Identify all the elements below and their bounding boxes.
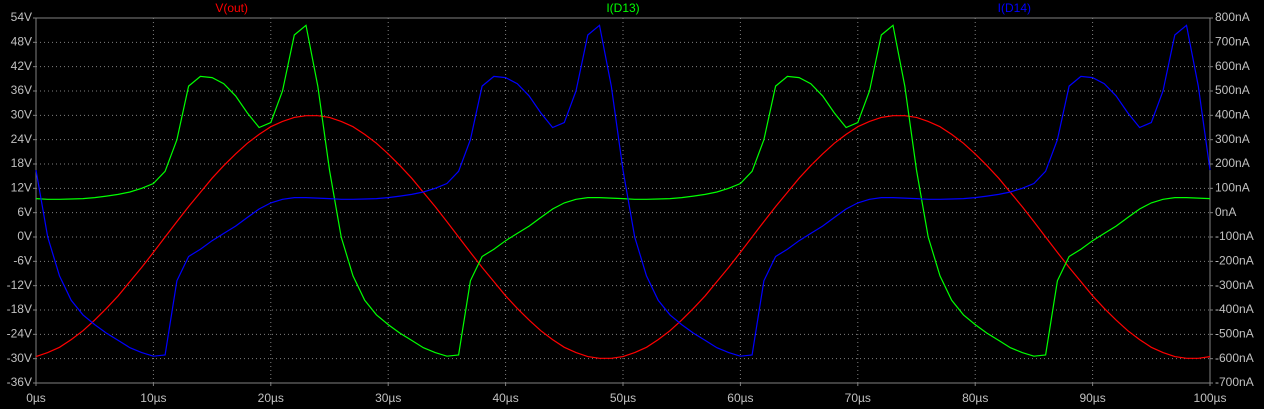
y2-tick-label: 100nA [1215, 181, 1250, 195]
x-tick-label: 80µs [962, 391, 988, 405]
y-tick-label: 48V [11, 35, 32, 49]
y-tick-label: 0V [17, 229, 32, 243]
y2-tick-label: 300nA [1215, 132, 1250, 146]
y-tick-label: -6V [13, 254, 32, 268]
y-tick-label: 6V [17, 205, 32, 219]
y2-tick-label: -500nA [1215, 327, 1254, 341]
y2-tick-label: -700nA [1215, 375, 1254, 389]
series-line [35, 24, 1211, 357]
y2-tick-label: 700nA [1215, 35, 1250, 49]
legend-label: I(D13) [606, 1, 639, 15]
y2-tick-label: -600nA [1215, 351, 1254, 365]
y2-tick-label: -200nA [1215, 254, 1254, 268]
y2-tick-label: 500nA [1215, 83, 1250, 97]
x-tick-label: 30µs [375, 391, 401, 405]
y-tick-label: 18V [11, 156, 32, 170]
y2-tick-label: 600nA [1215, 59, 1250, 73]
x-tick-label: 100µs [1194, 391, 1227, 405]
y-tick-label: -36V [7, 375, 32, 389]
series-line [35, 24, 1211, 357]
x-tick-label: 40µs [492, 391, 518, 405]
y-tick-label: 12V [11, 181, 32, 195]
y-tick-label: 30V [11, 108, 32, 122]
legend-label: I(D14) [998, 1, 1031, 15]
x-tick-label: 50µs [610, 391, 636, 405]
y-tick-label: -24V [7, 327, 32, 341]
y-tick-label: -30V [7, 351, 32, 365]
y-tick-label: -18V [7, 302, 32, 316]
y2-tick-label: 0nA [1215, 205, 1236, 219]
y-tick-label: 42V [11, 59, 32, 73]
y-tick-label: 36V [11, 83, 32, 97]
y2-tick-label: 400nA [1215, 108, 1250, 122]
y2-tick-label: -100nA [1215, 229, 1254, 243]
y2-tick-label: 800nA [1215, 10, 1250, 24]
series-line [35, 115, 1211, 359]
x-tick-label: 70µs [845, 391, 871, 405]
y-tick-label: 24V [11, 132, 32, 146]
y2-tick-label: -400nA [1215, 302, 1254, 316]
y-tick-label: -12V [7, 278, 32, 292]
x-tick-label: 60µs [727, 391, 753, 405]
x-tick-label: 90µs [1079, 391, 1105, 405]
x-tick-label: 20µs [258, 391, 284, 405]
x-tick-label: 10µs [140, 391, 166, 405]
legend-label: V(out) [215, 1, 248, 15]
y2-tick-label: 200nA [1215, 156, 1250, 170]
y2-tick-label: -300nA [1215, 278, 1254, 292]
y-tick-label: 54V [11, 10, 32, 24]
x-tick-label: 0µs [26, 391, 46, 405]
